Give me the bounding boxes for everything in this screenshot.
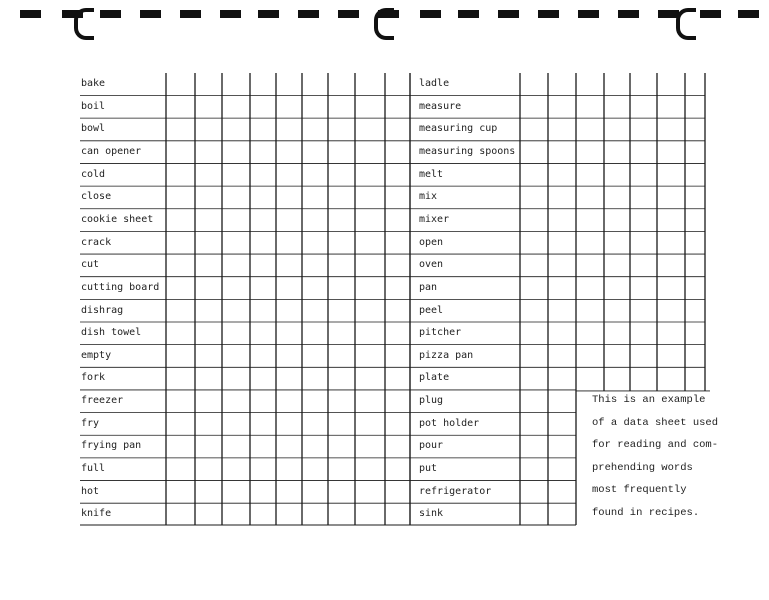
word-label: measuring cup [419, 123, 498, 135]
perforation-mark [498, 10, 519, 18]
binder-ring-icon [74, 8, 94, 40]
word-label: frying pan [81, 440, 142, 452]
word-label: knife [81, 508, 112, 520]
word-label: mixer [419, 213, 450, 225]
word-label: mix [419, 191, 438, 203]
perforation-mark [62, 10, 83, 18]
word-label: dish towel [81, 327, 142, 339]
word-label: plate [419, 372, 450, 384]
word-label: fry [81, 417, 100, 429]
perforation-mark [738, 10, 759, 18]
word-label: put [419, 463, 438, 475]
perforation-mark [220, 10, 241, 18]
perforation-mark [100, 10, 121, 18]
word-label: cutting board [81, 281, 160, 293]
word-label: sink [419, 508, 444, 520]
word-label: pitcher [419, 327, 462, 339]
word-label: refrigerator [419, 485, 492, 497]
word-label: boil [81, 100, 106, 112]
perforation-mark [140, 10, 161, 18]
word-label: cold [81, 168, 106, 180]
word-label: fork [81, 372, 106, 384]
perforation-mark [20, 10, 41, 18]
word-label: oven [419, 259, 444, 271]
word-label: pizza pan [419, 349, 474, 361]
word-label: melt [419, 168, 444, 180]
word-label: hot [81, 485, 100, 497]
word-label: pan [419, 281, 438, 293]
perforation-mark [338, 10, 359, 18]
word-label: bowl [81, 123, 106, 135]
note-line: for reading and com- [592, 439, 719, 452]
perforation-mark [658, 10, 679, 18]
word-label: open [419, 236, 444, 248]
perforation-mark [618, 10, 639, 18]
note-line: This is an example [592, 394, 706, 406]
word-label: bake [81, 78, 106, 89]
word-label: cut [81, 259, 100, 271]
word-label: close [81, 191, 112, 203]
binder-ring-icon [374, 8, 394, 40]
word-label: can opener [81, 145, 142, 157]
word-label: empty [81, 349, 112, 361]
word-label: measuring spoons [419, 145, 516, 157]
word-label: freezer [81, 395, 124, 407]
word-label: pour [419, 440, 444, 452]
word-label: measure [419, 100, 462, 112]
word-label: crack [81, 236, 112, 248]
word-label: pot holder [419, 417, 480, 429]
perforation-mark [700, 10, 721, 18]
binder-ring-icon [676, 8, 696, 40]
perforation-mark [258, 10, 279, 18]
note-line: of a data sheet used [592, 416, 719, 429]
perforation-mark [538, 10, 559, 18]
word-label: ladle [419, 78, 450, 89]
word-label: plug [419, 395, 444, 407]
note-line: found in recipes. [592, 507, 700, 519]
word-label: dishrag [81, 304, 124, 316]
word-label: peel [419, 304, 444, 316]
perforation-mark [298, 10, 319, 18]
perforation-mark [458, 10, 479, 18]
perforation-mark [420, 10, 441, 18]
word-label: full [81, 463, 106, 475]
note-line: prehending words [592, 461, 693, 474]
word-label: cookie sheet [81, 213, 154, 225]
perforation-mark [180, 10, 201, 18]
perforation-mark [578, 10, 599, 18]
note-line: most frequently [592, 484, 687, 497]
